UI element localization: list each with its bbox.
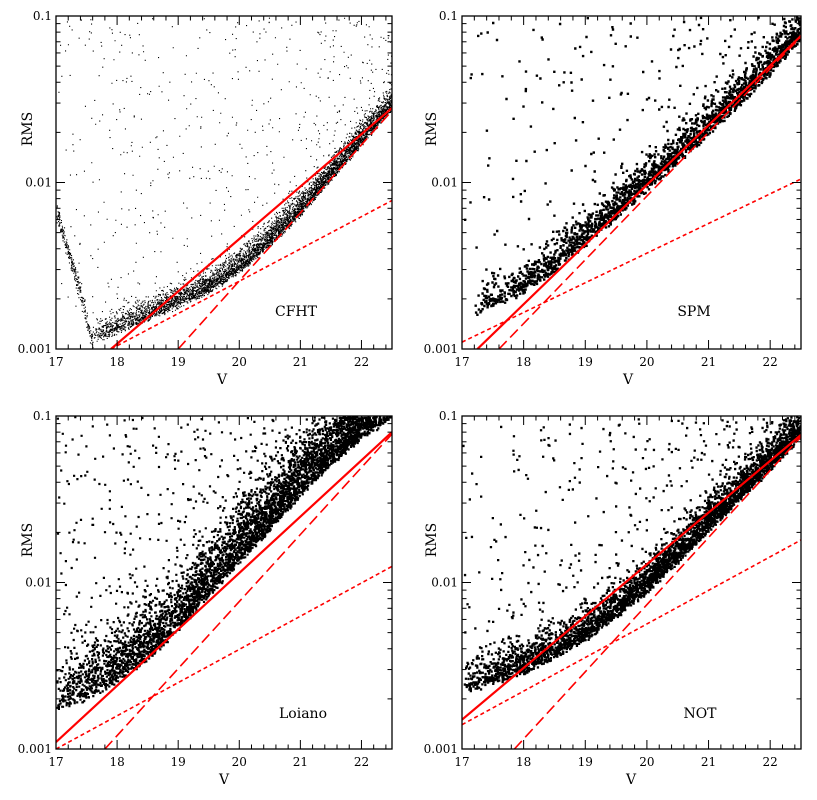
x-tick-label: 19 (578, 355, 593, 369)
fit-curve-total (56, 431, 392, 743)
x-tick-label: 17 (454, 755, 469, 769)
y-tick-label: 0.01 (431, 576, 458, 590)
fit-curves-loiano (56, 431, 392, 749)
y-tick-label: 0.1 (33, 9, 52, 23)
scatter-points-not (462, 416, 801, 693)
scatter-points-cfht (56, 17, 392, 349)
x-tick-label: 22 (354, 355, 369, 369)
plot-frame (55, 415, 393, 750)
x-tick-label: 19 (171, 355, 186, 369)
x-tick-label: 17 (48, 755, 63, 769)
y-tick-label: 0.001 (18, 342, 52, 356)
x-tick-label: 20 (639, 755, 654, 769)
fit-curve-photon-limited (56, 565, 392, 749)
y-axis-title: RMS (20, 523, 36, 557)
y-tick-label: 0.001 (424, 342, 458, 356)
fit-curve-sky-limited (104, 433, 392, 749)
axes-cfht: 17 18 19 20 21 22 0.001 0.01 0.1 (18, 9, 393, 369)
plot-frame (461, 15, 802, 350)
fit-curves-spm (462, 35, 801, 349)
panel-loiano: 17 18 19 20 21 22 0.001 0.01 0.1 RMS V Loiano (18, 409, 393, 788)
fit-curve-total (110, 107, 392, 349)
fit-curves-cfht (110, 107, 392, 349)
y-axis-title: RMS (424, 523, 440, 557)
scatter-point-cloud (462, 416, 801, 693)
panel-label: NOT (683, 706, 717, 722)
x-tick-label: 20 (232, 355, 247, 369)
scatter-point-cloud (56, 416, 392, 710)
panel-label: Loiano (279, 706, 327, 722)
y-tick-label: 0.1 (439, 9, 458, 23)
panel-not: 17 18 19 20 21 22 0.001 0.01 0.1 RMS V NOT (424, 409, 802, 788)
y-tick-label: 0.01 (25, 576, 52, 590)
fit-curve-photon-limited (462, 539, 801, 726)
fit-curve-photon-limited (110, 199, 392, 349)
x-axis-title: V (216, 372, 228, 388)
x-tick-label: 22 (354, 755, 369, 769)
y-tick-label: 0.01 (431, 176, 458, 190)
fit-curve-sky-limited (177, 110, 392, 349)
axes-loiano: 17 18 19 20 21 22 0.001 0.01 0.1 (18, 409, 393, 769)
fit-curve-sky-limited (513, 436, 801, 749)
y-tick-label: 0.01 (25, 176, 52, 190)
panel-label: CFHT (275, 304, 318, 320)
x-axis-title: V (625, 772, 637, 788)
panel-label: SPM (677, 304, 710, 320)
scatter-points-loiano (56, 416, 392, 710)
x-tick-label: 22 (763, 755, 778, 769)
y-axis-title: RMS (20, 112, 36, 146)
x-tick-label: 21 (701, 355, 716, 369)
fit-curve-sky-limited (498, 36, 801, 349)
x-tick-label: 19 (578, 755, 593, 769)
x-tick-label: 21 (701, 755, 716, 769)
y-tick-label: 0.001 (18, 742, 52, 756)
x-tick-label: 21 (293, 755, 308, 769)
panel-spm: 17 18 19 20 21 22 0.001 0.01 0.1 RMS V SPM (424, 9, 802, 388)
y-tick-label: 0.1 (33, 409, 52, 423)
y-axis-title: RMS (424, 112, 440, 146)
scatter-points-spm (463, 16, 801, 316)
x-tick-label: 20 (232, 755, 247, 769)
axes-spm: 17 18 19 20 21 22 0.001 0.01 0.1 (424, 9, 802, 369)
axes-not: 17 18 19 20 21 22 0.001 0.01 0.1 (424, 409, 802, 769)
x-tick-label: 18 (516, 755, 531, 769)
scatter-point-cloud (463, 16, 801, 316)
x-tick-label: 20 (639, 355, 654, 369)
x-tick-label: 18 (109, 355, 124, 369)
fit-curves-not (462, 434, 801, 749)
x-tick-label: 22 (763, 355, 778, 369)
y-tick-label: 0.001 (424, 742, 458, 756)
x-axis-title: V (622, 372, 634, 388)
y-tick-label: 0.1 (439, 409, 458, 423)
fit-curve-total (462, 434, 801, 721)
scatter-point-cloud (56, 17, 392, 349)
panel-cfht: 17 18 19 20 21 22 0.001 0.01 0.1 RMS V CFHT (18, 9, 393, 388)
x-tick-label: 18 (516, 355, 531, 369)
x-axis-title: V (218, 772, 230, 788)
x-tick-label: 21 (293, 355, 308, 369)
x-tick-label: 17 (454, 355, 469, 369)
x-tick-label: 18 (109, 755, 124, 769)
x-tick-label: 19 (171, 755, 186, 769)
fit-curve-total (476, 35, 801, 349)
x-tick-label: 17 (48, 355, 63, 369)
